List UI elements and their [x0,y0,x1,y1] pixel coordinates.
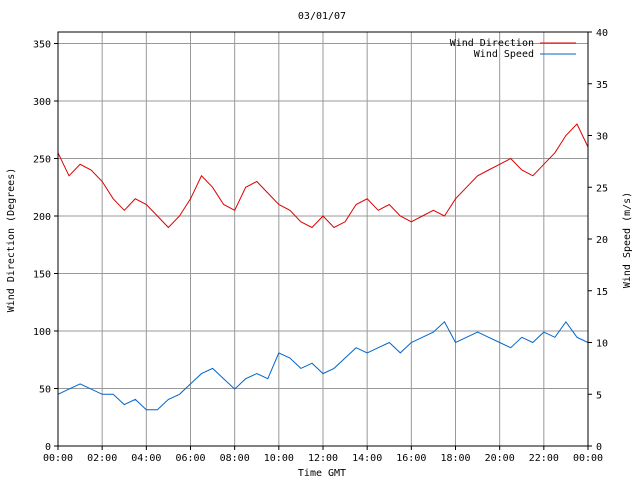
x-tick-label: 20:00 [485,453,515,464]
x-tick-label: 18:00 [440,453,470,464]
x-tick-label: 08:00 [220,453,250,464]
x-tick-label: 10:00 [264,453,294,464]
y-left-tick-label: 50 [39,385,51,396]
x-tick-label: 04:00 [131,453,161,464]
y-right-tick-label: 10 [596,339,608,350]
y-right-tick-label: 25 [596,183,608,194]
y-right-tick-label: 15 [596,287,608,298]
y-right-tick-label: 5 [596,390,602,401]
y-right-tick-label: 35 [596,80,608,91]
y-left-tick-label: 200 [33,212,51,223]
y-right-axis-label: Wind Speed (m/s) [622,192,633,288]
y-left-tick-label: 300 [33,97,51,108]
x-tick-label: 12:00 [308,453,338,464]
x-tick-label: 02:00 [87,453,117,464]
legend-label: Wind Speed [474,49,534,60]
x-axis-ticks: 00:00 02:00 04:00 06:00 08:00 10:00 12:00 14:00… [43,446,603,464]
x-axis-label: Time GMT [298,468,346,479]
y-right-tick-label: 30 [596,132,608,143]
y-left-tick-label: 100 [33,327,51,338]
x-tick-label: 00:00 [43,453,73,464]
legend-label: Wind Direction [450,38,534,49]
x-tick-label: 14:00 [352,453,382,464]
x-tick-label: 00:00 [573,453,603,464]
y-right-tick-label: 0 [596,442,602,453]
chart-title: 03/01/07 [298,11,346,22]
y-right-axis-ticks: 0 5 10 15 20 25 30 35 40 [588,28,608,453]
y-left-tick-label: 0 [45,442,51,453]
series-line-wind-speed [57,320,589,411]
y-left-tick-label: 350 [33,40,51,51]
y-right-tick-label: 40 [596,28,608,39]
y-left-axis-ticks: 0 50 100 150 200 250 300 350 [33,40,58,453]
series-layer [57,123,589,411]
y-left-tick-label: 150 [33,270,51,281]
y-left-axis-label: Wind Direction (Degrees) [6,168,17,313]
x-tick-label: 16:00 [396,453,426,464]
series-line-wind-direction [57,123,589,229]
x-tick-label: 22:00 [529,453,559,464]
y-right-tick-label: 20 [596,235,608,246]
x-tick-label: 06:00 [175,453,205,464]
y-left-tick-label: 250 [33,155,51,166]
